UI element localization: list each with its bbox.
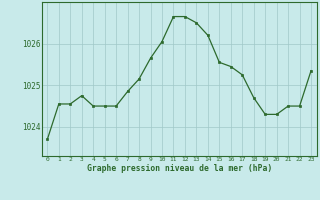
X-axis label: Graphe pression niveau de la mer (hPa): Graphe pression niveau de la mer (hPa)	[87, 164, 272, 173]
